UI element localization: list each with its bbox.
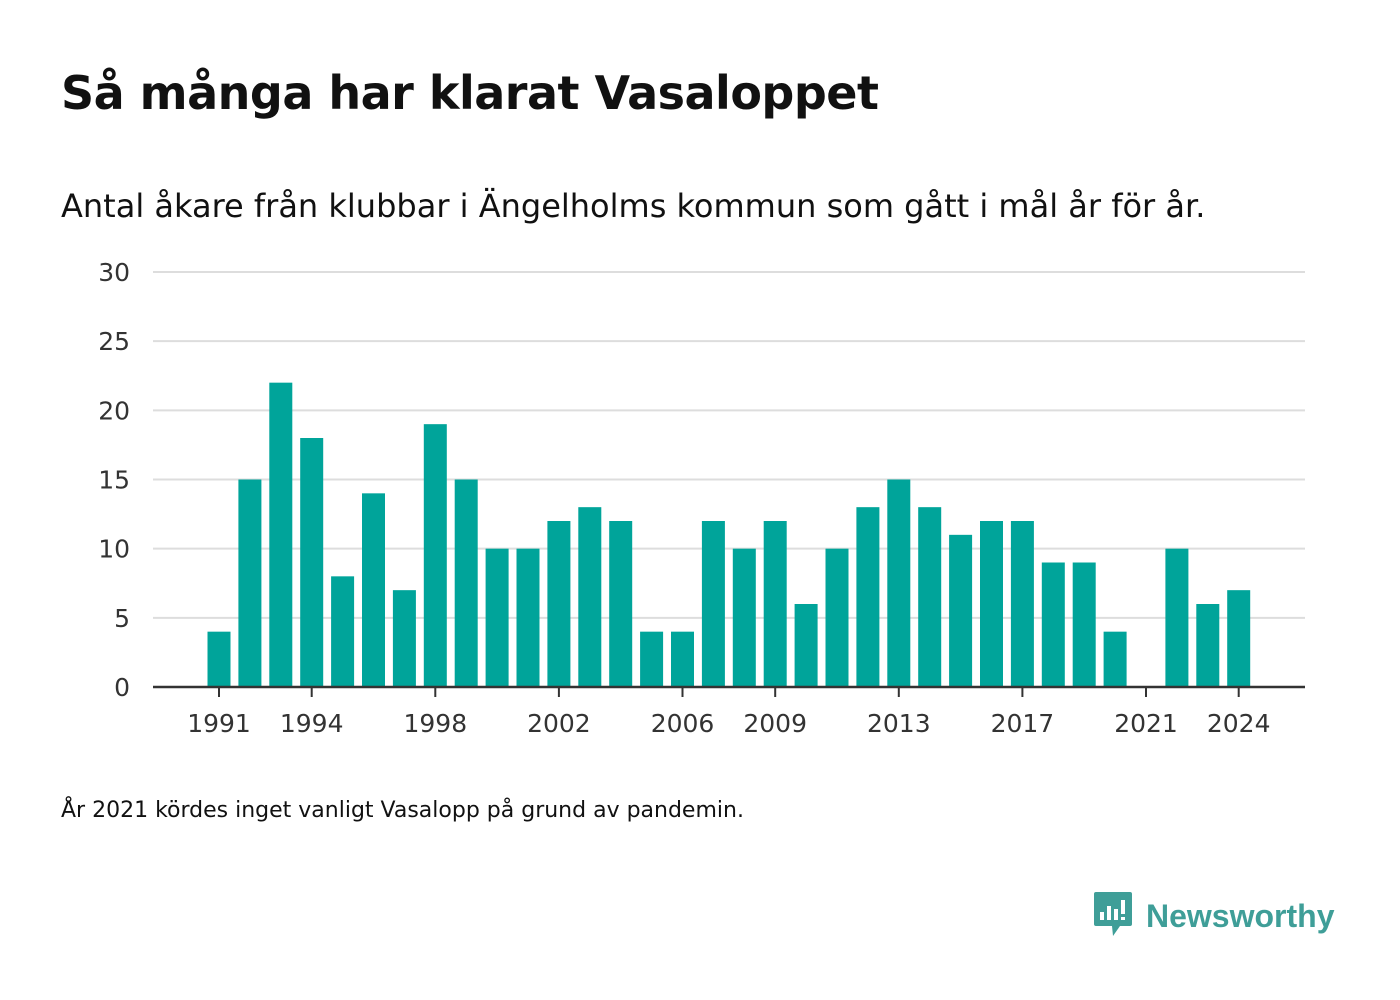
bar-1996 xyxy=(362,493,385,687)
bars xyxy=(207,382,1251,687)
bar-2008 xyxy=(732,548,756,687)
bar-2019 xyxy=(1072,562,1096,687)
bar-1992 xyxy=(238,479,262,687)
brand-name: Newsworthy xyxy=(1146,897,1335,934)
bar-2001 xyxy=(516,548,540,687)
x-tick-label: 2013 xyxy=(867,709,931,738)
bar-2004 xyxy=(609,521,633,687)
x-tick-label: 2006 xyxy=(651,709,715,738)
bar-2014 xyxy=(918,507,942,687)
bar-2009 xyxy=(763,521,787,687)
bar-2003 xyxy=(578,507,602,687)
bar-1994 xyxy=(300,438,324,687)
footnote: År 2021 kördes inget vanligt Vasalopp på… xyxy=(61,798,744,823)
bar-2002 xyxy=(547,521,571,687)
bar-2024 xyxy=(1227,590,1251,687)
bar-2005 xyxy=(640,631,664,687)
chart-title: Så många har klarat Vasaloppet xyxy=(61,66,879,120)
y-tick-label: 25 xyxy=(98,327,130,356)
gridlines xyxy=(153,271,1305,619)
bar-2015 xyxy=(949,534,973,687)
bar-1997 xyxy=(392,590,416,687)
x-tick-label: 2017 xyxy=(991,709,1055,738)
x-tick-label: 2009 xyxy=(743,709,807,738)
x-axis-ticks: 1991 1994 1998 2002 2006 2009 2013 2017 2021 2024 xyxy=(187,687,1271,738)
bar-2006 xyxy=(671,631,694,687)
bar-2020 xyxy=(1103,631,1127,687)
bar-2013 xyxy=(887,479,911,687)
y-tick-label: 10 xyxy=(98,535,130,564)
y-tick-label: 0 xyxy=(114,673,130,702)
bar-2007 xyxy=(701,521,725,687)
x-tick-label: 2002 xyxy=(527,709,591,738)
chart-subtitle: Antal åkare från klubbar i Ängelholms ko… xyxy=(61,187,1206,225)
y-axis-ticks: 0 5 10 15 20 25 30 xyxy=(98,258,130,702)
y-tick-label: 5 xyxy=(114,604,130,633)
bar-1991 xyxy=(207,631,231,687)
x-tick-label: 1994 xyxy=(280,709,344,738)
bar-2012 xyxy=(856,507,880,687)
x-tick-label: 2024 xyxy=(1207,709,1271,738)
x-tick-label: 1998 xyxy=(403,709,467,738)
bar-1993 xyxy=(269,382,293,687)
bar-1995 xyxy=(331,576,355,687)
bar-2000 xyxy=(485,548,509,687)
bar-2017 xyxy=(1010,521,1034,687)
y-tick-label: 15 xyxy=(98,466,130,495)
bar-2022 xyxy=(1165,548,1189,687)
bar-2018 xyxy=(1041,562,1065,687)
bar-2023 xyxy=(1196,604,1220,687)
bar-1999 xyxy=(454,479,478,687)
bar-2010 xyxy=(794,604,818,687)
x-tick-label: 2021 xyxy=(1114,709,1178,738)
bar-2016 xyxy=(980,521,1003,687)
x-tick-label: 1991 xyxy=(187,709,251,738)
brand[interactable]: Newsworthy xyxy=(1092,890,1334,942)
bar-2011 xyxy=(825,548,849,687)
y-tick-label: 20 xyxy=(98,396,130,425)
newsworthy-logo-icon xyxy=(1092,890,1134,942)
bar-1998 xyxy=(423,424,447,687)
y-tick-label: 30 xyxy=(98,258,130,287)
